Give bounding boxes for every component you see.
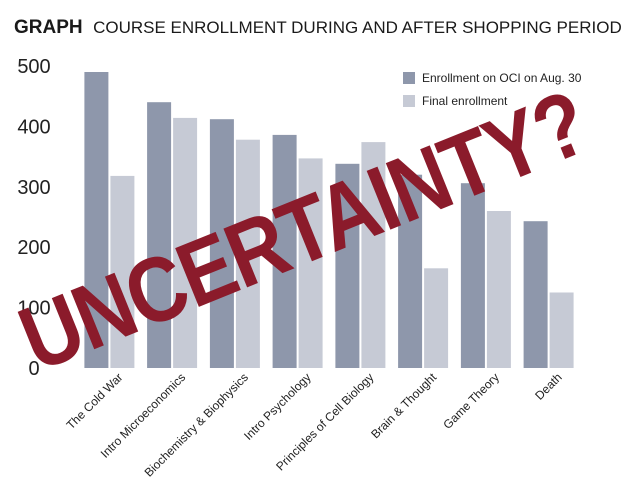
bar-oci (523, 221, 548, 368)
chart-title-text: COURSE ENROLLMENT DURING AND AFTER SHOPP… (93, 18, 622, 37)
chart-title-prefix: GRAPH (14, 17, 83, 38)
x-tick-label: Brain & Thought (368, 370, 440, 442)
legend-swatch-oci (403, 72, 415, 84)
bar-final (298, 158, 323, 368)
bar-oci (147, 102, 172, 368)
y-tick-label: 400 (17, 116, 50, 138)
x-tick-label: The Cold War (64, 370, 126, 432)
y-tick-label: 200 (17, 237, 50, 259)
bar-final (110, 175, 135, 368)
bar-oci (460, 183, 485, 368)
bar-final (549, 292, 574, 368)
y-tick-label: 300 (17, 177, 50, 199)
x-tick-label: Biochemistry & Biophysics (142, 370, 251, 479)
bar-final (486, 211, 511, 368)
legend-label-final: Final enrollment (422, 94, 508, 108)
chart-title: GRAPH COURSE ENROLLMENT DURING AND AFTER… (14, 17, 622, 38)
y-axis: 0 100 200 300 400 500 (17, 56, 50, 380)
x-tick-label: Intro Psychology (241, 370, 314, 443)
bar-oci (209, 119, 234, 368)
bar-oci (398, 174, 423, 368)
bar-final (424, 268, 449, 368)
bar-oci (335, 163, 360, 368)
x-tick-label: Game Theory (440, 370, 502, 432)
bar-final (173, 117, 198, 369)
bar-oci (272, 134, 297, 368)
bar-final (361, 142, 386, 368)
legend-swatch-final (403, 95, 415, 107)
y-tick-label: 0 (28, 358, 39, 380)
x-tick-label: Death (532, 370, 565, 403)
legend: Enrollment on OCI on Aug. 30 Final enrol… (403, 71, 582, 108)
bars (84, 72, 574, 369)
bar-final (235, 139, 260, 368)
y-tick-label: 100 (17, 298, 50, 320)
y-tick-label: 500 (17, 56, 50, 78)
bar-oci (84, 72, 109, 368)
legend-label-oci: Enrollment on OCI on Aug. 30 (422, 71, 582, 85)
